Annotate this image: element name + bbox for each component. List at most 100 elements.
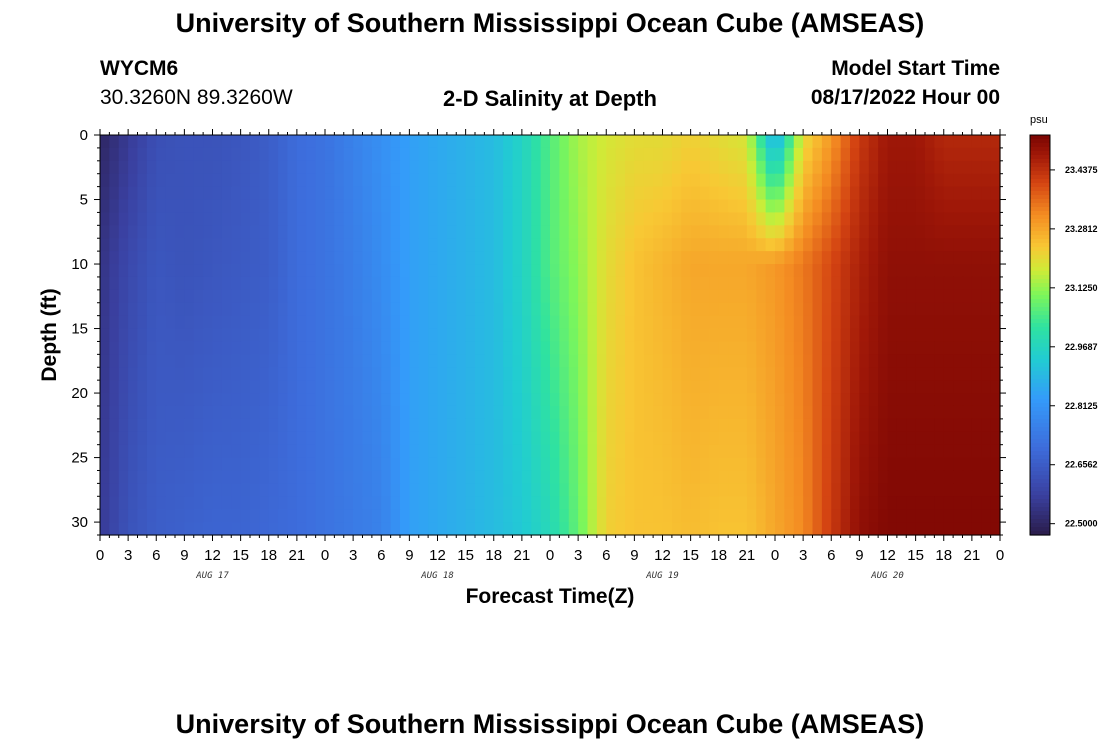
heatmap-cell: [381, 302, 392, 317]
heatmap-cell: [953, 522, 964, 536]
heatmap-cell: [775, 251, 785, 265]
heatmap-cell: [128, 444, 139, 459]
heatmap-cell: [203, 173, 214, 188]
heatmap-cell: [287, 199, 298, 214]
heatmap-cell: [512, 186, 523, 201]
heatmap-cell: [278, 302, 289, 317]
heatmap-cell: [934, 496, 945, 510]
heatmap-cell: [465, 302, 476, 317]
heatmap-cell: [765, 186, 776, 201]
heatmap-cell: [625, 522, 635, 536]
heatmap-cell: [671, 199, 682, 214]
heatmap-cell: [409, 496, 420, 510]
heatmap-cell: [465, 147, 476, 162]
heatmap-cell: [540, 264, 551, 278]
heatmap-cell: [343, 457, 354, 472]
heatmap-cell: [728, 186, 739, 201]
heatmap-cell: [287, 251, 298, 265]
heatmap-cell: [728, 264, 739, 278]
heatmap-cell: [156, 418, 167, 433]
heatmap-cell: [221, 264, 232, 278]
colorbar-segment: [1030, 523, 1050, 528]
heatmap-cell: [634, 470, 645, 484]
heatmap-cell: [859, 444, 870, 459]
heatmap-cell: [540, 354, 551, 368]
heatmap-cell: [634, 212, 645, 226]
heatmap-cell: [212, 405, 223, 420]
heatmap-cell: [259, 173, 270, 188]
heatmap-cell: [700, 418, 710, 433]
heatmap-cell: [156, 225, 167, 239]
heatmap-cell: [793, 186, 804, 201]
heatmap-cell: [587, 393, 598, 407]
heatmap-cell: [343, 431, 354, 446]
heatmap-cell: [728, 212, 739, 226]
heatmap-cell: [625, 457, 635, 472]
heatmap-cell: [531, 457, 542, 472]
heatmap-cell: [371, 147, 382, 162]
heatmap-cell: [625, 483, 635, 497]
heatmap-cell: [137, 509, 148, 523]
heatmap-cell: [943, 302, 954, 317]
heatmap-cell: [221, 173, 232, 188]
heatmap-cell: [437, 276, 448, 291]
heatmap-cell: [315, 496, 326, 510]
heatmap-cell: [850, 418, 860, 433]
heatmap-cell: [662, 354, 673, 368]
heatmap-cell: [278, 367, 289, 381]
heatmap-cell: [990, 251, 1001, 265]
heatmap-cell: [475, 225, 485, 239]
heatmap-cell: [700, 367, 710, 381]
heatmap-cell: [737, 522, 748, 536]
heatmap-cell: [756, 522, 767, 536]
heatmap-cell: [812, 264, 823, 278]
heatmap-cell: [381, 405, 392, 420]
heatmap-cell: [568, 444, 579, 459]
heatmap-cell: [784, 341, 795, 355]
heatmap-cell: [878, 264, 889, 278]
heatmap-cell: [990, 367, 1001, 381]
heatmap-cell: [568, 522, 579, 536]
heatmap-cell: [306, 302, 317, 317]
heatmap-cell: [962, 509, 973, 523]
heatmap-cell: [100, 251, 110, 265]
heatmap-cell: [793, 160, 804, 175]
heatmap-cell: [446, 470, 457, 484]
heatmap-cell: [259, 367, 270, 381]
heatmap-cell: [596, 328, 607, 343]
heatmap-cell: [493, 431, 504, 446]
heatmap-cell: [278, 522, 289, 536]
heatmap-cell: [934, 341, 945, 355]
heatmap-cell: [906, 483, 917, 497]
heatmap-cell: [700, 483, 710, 497]
heatmap-cell: [221, 212, 232, 226]
heatmap-cell: [812, 509, 823, 523]
heatmap-cell: [475, 199, 485, 214]
y-tick-label: 25: [71, 450, 88, 467]
x-tick-label: 15: [907, 547, 924, 564]
heatmap-cell: [737, 212, 748, 226]
heatmap-cell: [896, 199, 907, 214]
heatmap-cell: [953, 444, 964, 459]
heatmap-cell: [596, 212, 607, 226]
heatmap-cell: [100, 393, 110, 407]
heatmap-cell: [362, 289, 373, 304]
heatmap-cell: [334, 160, 345, 175]
heatmap-cell: [268, 289, 279, 304]
heatmap-cell: [746, 431, 757, 446]
heatmap-cell: [634, 444, 645, 459]
heatmap-cell: [615, 212, 626, 226]
heatmap-cell: [793, 470, 804, 484]
heatmap-cell: [971, 354, 982, 368]
heatmap-cell: [203, 199, 214, 214]
heatmap-cell: [334, 225, 345, 239]
heatmap-cell: [353, 186, 364, 201]
heatmap-cell: [737, 367, 748, 381]
heatmap-cell: [212, 264, 223, 278]
heatmap-cell: [925, 160, 935, 175]
heatmap-cell: [765, 483, 776, 497]
heatmap-cell: [868, 238, 879, 252]
heatmap-cell: [109, 341, 120, 355]
heatmap-cell: [746, 302, 757, 317]
heatmap-cell: [184, 238, 195, 252]
